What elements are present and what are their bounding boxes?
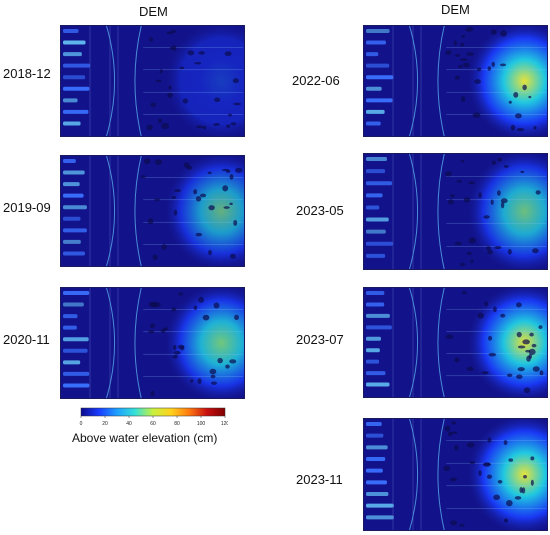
colorbar-tick-label: 60	[150, 421, 156, 427]
dem-map	[363, 25, 548, 137]
colorbar-tick-label: 20	[102, 421, 108, 427]
date-label: 2020-11	[3, 332, 50, 347]
date-label: 2023-05	[296, 203, 344, 218]
date-label: 2023-07	[296, 332, 344, 347]
column-title-right: DEM	[441, 2, 470, 17]
colorbar-tick-label: 100	[197, 421, 206, 427]
colorbar-tick-label: 120	[221, 421, 228, 427]
colorbar-tick-label: 80	[174, 421, 180, 427]
colorbar-tick-label: 0	[80, 421, 83, 427]
colorbar-tick-label: 40	[126, 421, 132, 427]
dem-map	[363, 287, 548, 398]
dem-map	[60, 287, 245, 399]
dem-map	[60, 25, 245, 137]
date-label: 2022-06	[292, 73, 340, 88]
date-label: 2023-11	[296, 472, 343, 487]
dem-map	[60, 155, 245, 267]
colorbar-gradient	[80, 407, 226, 417]
dem-map	[363, 418, 548, 531]
date-label: 2018-12	[3, 66, 51, 81]
dem-map	[363, 153, 548, 270]
date-label: 2019-09	[3, 200, 51, 215]
colorbar: 0 20 40 60 80 100 120	[80, 407, 228, 427]
column-title-left: DEM	[139, 4, 168, 19]
colorbar-title: Above water elevation (cm)	[72, 431, 218, 445]
colorbar-ticks: 0 20 40 60 80 100 120	[80, 416, 228, 427]
